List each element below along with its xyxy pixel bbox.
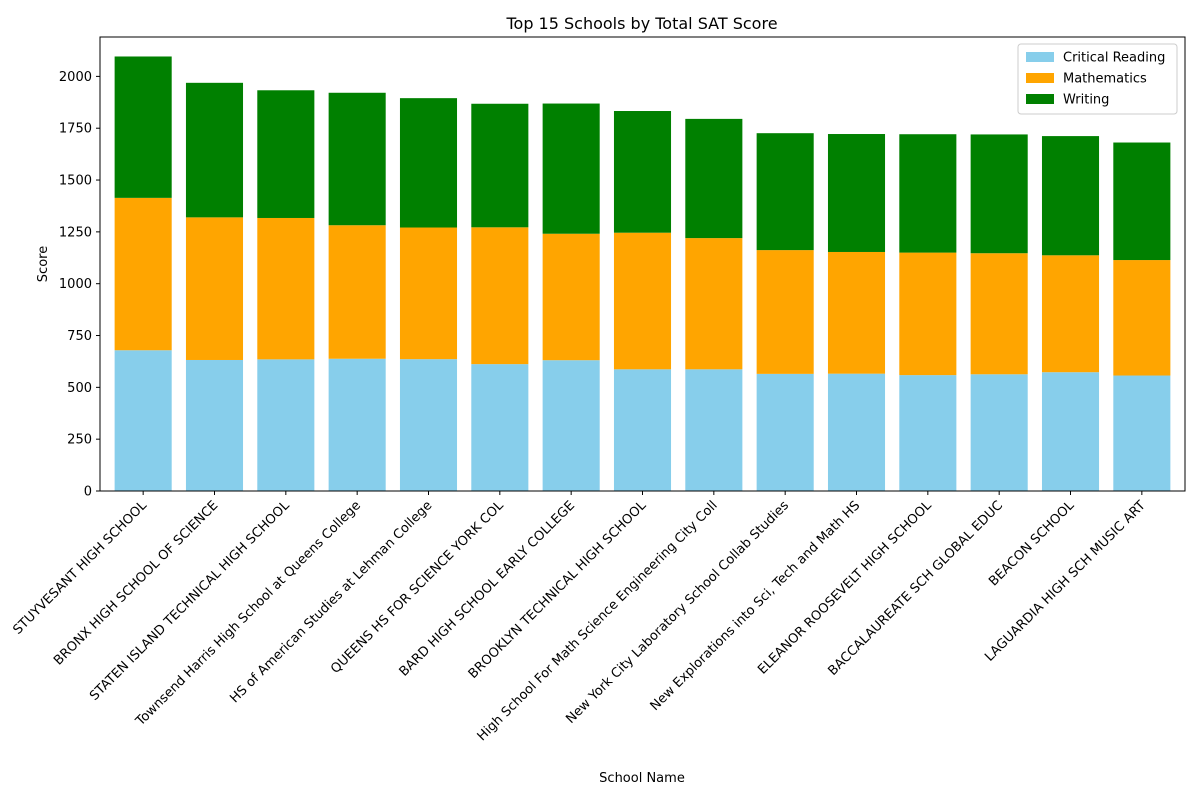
bar-writing-6	[542, 103, 600, 234]
bar-mathematics-10	[827, 251, 886, 374]
bar-critical-reading-11	[899, 375, 957, 491]
bar-writing-8	[685, 118, 743, 239]
legend: Critical Reading Mathematics Writing	[1017, 43, 1178, 115]
bar-writing-11	[899, 134, 957, 253]
bar-writing-7	[613, 111, 672, 233]
bar-critical-reading-7	[613, 369, 672, 491]
y-tick-label: 1000	[59, 277, 92, 292]
bar-mathematics-5	[471, 227, 529, 365]
bar-critical-reading-14	[1113, 375, 1171, 491]
bar-writing-9	[756, 133, 814, 251]
y-tick-label: 1250	[59, 225, 92, 240]
y-axis-label: Score	[36, 246, 51, 282]
bar-critical-reading-6	[542, 360, 600, 491]
bar-mathematics-0	[114, 197, 172, 351]
bar-mathematics-11	[899, 252, 957, 376]
x-axis-label: School Name	[599, 771, 685, 786]
legend-label-writing: Writing	[1063, 93, 1109, 108]
bar-critical-reading-1	[185, 359, 244, 491]
bar-critical-reading-5	[471, 364, 529, 491]
x-tick-label: High School For Math Science Engineering…	[475, 498, 721, 744]
bar-mathematics-4	[399, 227, 458, 360]
chart-title: Top 15 Schools by Total SAT Score	[505, 14, 777, 33]
legend-swatch-mathematics	[1026, 73, 1054, 83]
y-tick-label: 250	[67, 433, 92, 448]
bar-mathematics-8	[685, 238, 743, 370]
bar-writing-13	[1041, 136, 1100, 256]
bar-mathematics-6	[542, 233, 600, 361]
bar-writing-3	[328, 92, 386, 226]
legend-box	[1017, 43, 1178, 115]
bar-critical-reading-10	[827, 373, 886, 491]
bar-writing-10	[827, 134, 886, 252]
bar-mathematics-1	[185, 217, 244, 360]
bars-group	[99, 36, 1186, 492]
legend-label-mathematics: Mathematics	[1063, 72, 1147, 87]
legend-swatch-critical-reading	[1026, 52, 1054, 62]
bar-critical-reading-4	[399, 359, 458, 491]
y-axis: 0 250 500 750 1000 1250 1500 1750 2000	[59, 70, 100, 500]
bar-writing-1	[185, 82, 244, 218]
legend-swatch-writing	[1026, 94, 1054, 104]
bar-mathematics-12	[970, 253, 1028, 375]
bar-writing-2	[257, 90, 315, 218]
bar-critical-reading-13	[1041, 372, 1100, 491]
bar-writing-5	[471, 103, 529, 228]
bar-mathematics-13	[1041, 255, 1100, 373]
y-tick-label: 1500	[59, 174, 92, 189]
bar-mathematics-7	[613, 232, 672, 370]
y-tick-label: 2000	[59, 70, 92, 85]
bar-critical-reading-8	[685, 369, 743, 491]
bar-mathematics-2	[257, 217, 315, 360]
bar-mathematics-9	[756, 250, 814, 374]
bar-critical-reading-9	[756, 373, 814, 491]
bar-critical-reading-3	[328, 358, 386, 491]
y-tick-label: 1750	[59, 122, 92, 137]
x-tick-label: LAGUARDIA HIGH SCH MUSIC ART	[982, 498, 1148, 664]
bar-writing-12	[970, 134, 1028, 254]
bar-critical-reading-2	[257, 359, 315, 491]
bar-writing-0	[114, 56, 172, 198]
legend-label-critical-reading: Critical Reading	[1063, 51, 1165, 66]
bar-critical-reading-0	[114, 350, 172, 491]
y-tick-label: 500	[67, 381, 92, 396]
bar-critical-reading-12	[970, 374, 1028, 491]
bar-writing-4	[399, 98, 458, 228]
y-tick-label: 0	[84, 485, 92, 500]
x-tick-label: STUYVESANT HIGH SCHOOL	[10, 498, 150, 638]
y-tick-label: 750	[67, 329, 92, 344]
bar-mathematics-3	[328, 225, 386, 359]
bar-mathematics-14	[1113, 260, 1171, 376]
bar-writing-14	[1113, 142, 1171, 261]
